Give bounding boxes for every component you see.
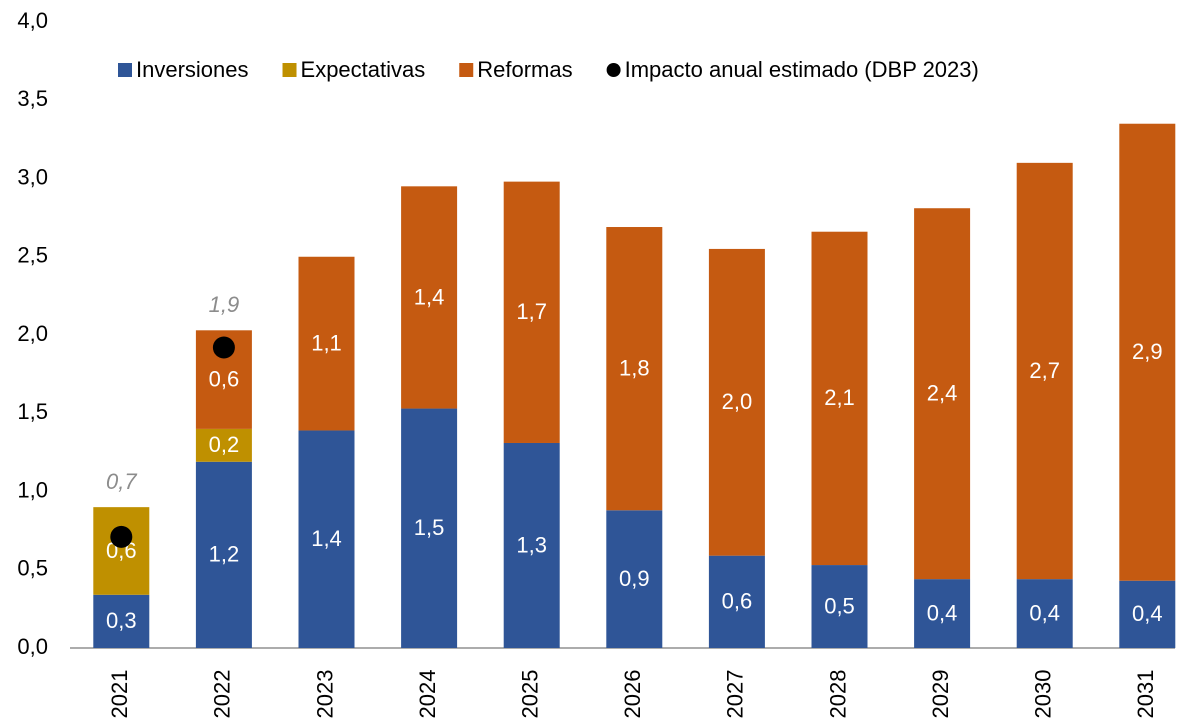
value-label: 0,4 bbox=[1029, 600, 1060, 625]
x-tick-label: 2028 bbox=[825, 670, 850, 719]
bar-segment bbox=[708, 248, 765, 556]
legend-marker bbox=[606, 63, 621, 77]
x-tick-label: 2024 bbox=[415, 670, 440, 719]
value-label: 0,3 bbox=[106, 608, 137, 633]
legend-marker bbox=[282, 63, 297, 77]
bar-segment bbox=[811, 231, 868, 566]
bar-segment bbox=[606, 227, 663, 511]
value-label: 0,2 bbox=[209, 432, 240, 457]
bar-segment bbox=[298, 256, 355, 431]
value-label: 0,9 bbox=[619, 566, 650, 591]
y-tick-label: 2,0 bbox=[17, 321, 48, 346]
x-tick-label: 2030 bbox=[1031, 670, 1056, 719]
value-label: 1,4 bbox=[311, 526, 342, 551]
y-tick-label: 3,5 bbox=[17, 86, 48, 111]
y-tick-label: 1,5 bbox=[17, 399, 48, 424]
legend-marker bbox=[118, 63, 132, 77]
value-label: 2,0 bbox=[722, 389, 753, 414]
legend-marker bbox=[459, 63, 474, 77]
x-tick-label: 2025 bbox=[518, 670, 543, 719]
bar-segment bbox=[401, 408, 458, 648]
bar-segment bbox=[1119, 580, 1176, 648]
legend-label: Impacto anual estimado (DBP 2023) bbox=[625, 57, 979, 82]
legend-label: Expectativas bbox=[301, 57, 426, 82]
value-label: 1,1 bbox=[311, 330, 342, 355]
bar-segment bbox=[503, 442, 560, 648]
bar-segment bbox=[1016, 579, 1073, 648]
x-tick-label: 2027 bbox=[723, 670, 748, 719]
value-label: 2,9 bbox=[1132, 339, 1163, 364]
legend-label: Inversiones bbox=[136, 57, 249, 82]
bar-segment bbox=[1119, 123, 1176, 581]
y-tick-label: 3,0 bbox=[17, 164, 48, 189]
bar-segment bbox=[503, 181, 560, 443]
value-label: 0,6 bbox=[209, 366, 240, 391]
dot bbox=[212, 336, 235, 359]
x-tick-label: 2023 bbox=[312, 670, 337, 719]
value-label: 2,1 bbox=[824, 385, 855, 410]
bar-segment bbox=[914, 579, 971, 648]
value-label: 1,4 bbox=[414, 284, 445, 309]
bar-segment bbox=[811, 565, 868, 648]
dot-label: 1,9 bbox=[209, 292, 240, 317]
bar-segment bbox=[298, 430, 355, 648]
value-label: 1,3 bbox=[516, 532, 547, 557]
bar-segment bbox=[93, 507, 150, 595]
x-tick-label: 2031 bbox=[1133, 670, 1158, 719]
value-label: 1,2 bbox=[209, 542, 240, 567]
value-label: 1,5 bbox=[414, 515, 445, 540]
value-label: 0,5 bbox=[824, 593, 855, 618]
bar-segment bbox=[195, 461, 252, 648]
value-label: 0,6 bbox=[722, 589, 753, 614]
bar-segment bbox=[195, 428, 252, 462]
y-tick-label: 0,0 bbox=[17, 634, 48, 659]
y-tick-label: 2,5 bbox=[17, 243, 48, 268]
y-tick-label: 4,0 bbox=[17, 8, 48, 33]
bar-segment bbox=[93, 594, 150, 648]
value-label: 0,4 bbox=[927, 600, 958, 625]
value-label: 2,4 bbox=[927, 381, 958, 406]
bar-segment bbox=[606, 510, 663, 648]
x-tick-label: 2022 bbox=[210, 670, 235, 719]
x-tick-label: 2029 bbox=[928, 670, 953, 719]
x-tick-label: 2026 bbox=[620, 670, 645, 719]
bar-segment bbox=[1016, 162, 1073, 580]
dot bbox=[110, 525, 133, 548]
value-label: 2,7 bbox=[1029, 358, 1060, 383]
legend-label: Reformas bbox=[477, 57, 572, 82]
bar-segment bbox=[401, 186, 458, 409]
value-label: 0,4 bbox=[1132, 601, 1163, 626]
value-label: 1,7 bbox=[516, 299, 547, 324]
bar-segment bbox=[708, 555, 765, 648]
x-tick-label: 2021 bbox=[107, 670, 132, 719]
dot-label: 0,7 bbox=[106, 469, 137, 494]
bar-segment bbox=[914, 208, 971, 580]
value-label: 1,8 bbox=[619, 355, 650, 380]
y-tick-label: 0,5 bbox=[17, 556, 48, 581]
y-tick-label: 1,0 bbox=[17, 477, 48, 502]
